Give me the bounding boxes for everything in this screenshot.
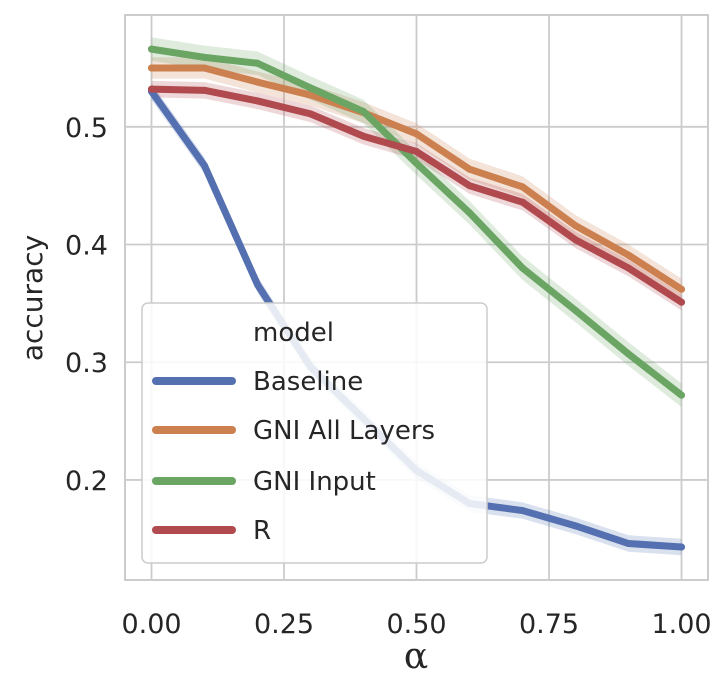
data-point-r [519,198,526,206]
legend-label-baseline: Baseline [253,367,363,397]
y-tick-label: 0.4 [65,231,108,262]
data-point-r [625,264,632,272]
data-point-gni-input [413,159,420,167]
data-point-r [201,86,208,94]
x-tick-label: 1.00 [651,609,711,640]
data-point-r [148,85,155,93]
data-point-gni-all-layers [678,285,685,293]
data-point-gni-input [148,45,155,53]
data-point-gni-all-layers [572,222,579,230]
data-point-baseline [201,162,208,170]
x-axis-label: α [404,636,428,677]
data-point-gni-all-layers [148,64,155,72]
plot-frame [124,14,709,581]
data-point-gni-all-layers [254,78,261,86]
data-point-r [413,148,420,156]
x-tick-label: 0.25 [254,609,314,640]
data-point-gni-input [519,264,526,272]
data-point-baseline [625,540,632,548]
legend-label-gni-input: GNI Input [253,467,376,497]
data-point-gni-input [307,84,314,92]
data-point-r [572,236,579,244]
x-tick-label: 0.50 [386,609,446,640]
data-point-gni-input [254,59,261,67]
data-point-r [360,132,367,140]
data-point-gni-all-layers [201,64,208,72]
data-point-gni-input [360,108,367,116]
data-point-gni-input [572,306,579,314]
y-tick-label: 0.3 [65,348,108,379]
data-point-baseline [254,281,261,289]
legend-title: model [253,318,334,348]
data-point-gni-input [201,53,208,61]
data-point-baseline [519,507,526,515]
data-point-r [466,182,473,190]
data-point-r [254,97,261,105]
data-point-gni-input [625,350,632,358]
legend-label-gni-all-layers: GNI All Layers [253,416,435,446]
data-point-r [678,298,685,306]
data-point-gni-all-layers [466,165,473,173]
data-point-gni-all-layers [307,91,314,99]
y-tick-label: 0.5 [65,113,108,144]
legend-label-r: R [253,516,271,546]
data-point-gni-input [678,391,685,399]
data-point-gni-all-layers [413,130,420,138]
data-point-r [307,110,314,118]
data-point-baseline [572,522,579,530]
y-axis-label: accuracy [16,235,49,361]
x-tick-label: 0.00 [121,609,181,640]
legend-box [141,302,488,564]
data-point-baseline [678,543,685,551]
data-point-gni-input [466,209,473,217]
data-point-gni-all-layers [625,251,632,259]
data-point-gni-all-layers [519,183,526,191]
y-tick-label: 0.2 [65,466,108,497]
x-tick-label: 0.75 [519,609,579,640]
legend: model Baseline GNI All Layers GNI Input … [141,302,488,564]
